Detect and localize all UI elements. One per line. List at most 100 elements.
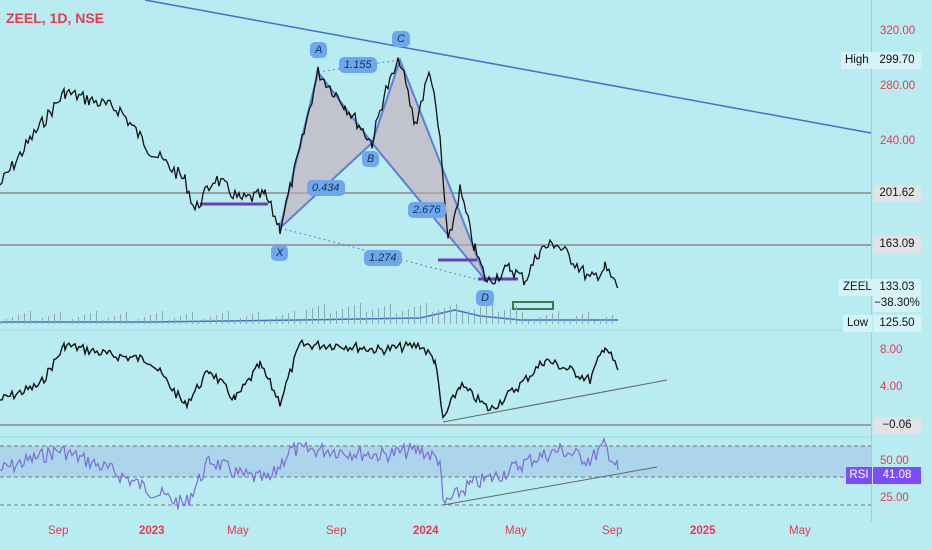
volume-bar	[420, 305, 421, 324]
volume-bar	[138, 319, 139, 324]
volume-bar	[348, 307, 349, 324]
volume-bar	[240, 318, 241, 324]
volume-bar	[234, 320, 235, 324]
volume-bar	[114, 316, 115, 324]
volume-bar	[192, 312, 193, 324]
target-box	[512, 301, 554, 310]
volume-bar	[318, 306, 319, 324]
low-value: 125.50	[873, 315, 921, 332]
volume-bar	[222, 313, 223, 324]
point-d: D	[476, 290, 494, 306]
volume-bar	[336, 311, 337, 324]
volume-bar	[186, 314, 187, 324]
volume-bar	[540, 317, 541, 324]
time-tick-sep-23: Sep	[326, 525, 347, 537]
volume-bar	[126, 312, 127, 324]
volume-bar	[162, 311, 163, 324]
volume-bar	[294, 311, 295, 324]
volume-bar	[18, 315, 19, 324]
volume-bar	[102, 320, 103, 324]
indicator-badge: −0.06	[873, 417, 921, 434]
ratio-xd: 1.274	[364, 250, 402, 266]
low-label: Low	[843, 315, 873, 332]
volume-bar	[498, 312, 499, 324]
volume-bar	[516, 306, 517, 324]
volume-bar	[612, 315, 613, 324]
rsi-value: 41.08	[873, 467, 921, 484]
price-tick-280: 280.00	[880, 80, 916, 92]
ratio-ac: 1.155	[339, 57, 377, 73]
time-tick-may-24: May	[505, 525, 527, 537]
volume-bar	[30, 311, 31, 324]
volume-bar	[306, 310, 307, 324]
volume-bar	[6, 319, 7, 324]
volume-bar	[522, 312, 523, 324]
point-b: B	[362, 151, 380, 167]
volume-bar	[594, 321, 595, 324]
volume-bar	[174, 318, 175, 324]
volume-bar	[510, 308, 511, 324]
level-badge-163: 163.09	[873, 236, 921, 253]
volume-bar	[288, 313, 289, 324]
volume-bar	[216, 315, 217, 324]
volume-bar	[312, 308, 313, 324]
volume-bar	[456, 304, 457, 324]
volume-bar	[588, 312, 589, 324]
time-tick-2024: 2024	[413, 525, 439, 537]
volume-bar	[228, 311, 229, 324]
volume-bar	[438, 310, 439, 324]
volume-bar	[528, 321, 529, 324]
volume-bar	[150, 315, 151, 324]
volume-bar	[372, 310, 373, 324]
last-price: 133.03	[873, 279, 921, 296]
volume-bar	[432, 312, 433, 324]
point-x: X	[271, 245, 289, 261]
volume-bar	[108, 318, 109, 324]
time-tick-sep-22: Sep	[48, 525, 69, 537]
volume-bar	[282, 315, 283, 324]
volume-bar	[564, 320, 565, 324]
indicator-tick-8: 8.00	[880, 344, 903, 356]
volume-bar	[246, 316, 247, 324]
volume-bar	[84, 315, 85, 324]
volume-bar	[582, 314, 583, 324]
volume-bar	[144, 317, 145, 324]
volume-bar	[198, 321, 199, 324]
rsi-tick-50: 50.00	[880, 455, 909, 467]
price-axis[interactable]	[871, 0, 932, 522]
volume-bar	[258, 312, 259, 324]
volume-bar	[534, 319, 535, 324]
volume-bar	[156, 313, 157, 324]
volume-bar	[444, 308, 445, 324]
volume-bar	[354, 305, 355, 324]
time-tick-may-25: May	[789, 525, 811, 537]
volume-bar	[276, 317, 277, 324]
volume-bar	[66, 321, 67, 324]
price-series	[0, 57, 619, 289]
volume-bar	[552, 313, 553, 324]
volume-bar	[120, 314, 121, 324]
volume-bar	[210, 317, 211, 324]
volume-bar	[462, 313, 463, 324]
volume-bar	[12, 317, 13, 324]
volume-bar	[42, 318, 43, 324]
volume-bar	[36, 320, 37, 324]
volume-bar	[546, 315, 547, 324]
volume-bar	[450, 306, 451, 324]
volume-bar	[60, 312, 61, 324]
volume-bar	[600, 319, 601, 324]
volume-bar	[402, 311, 403, 324]
volume-bar	[408, 309, 409, 324]
time-tick-sep-24: Sep	[602, 525, 623, 537]
rsi-tick-25: 25.00	[880, 492, 909, 504]
volume-bar	[390, 304, 391, 324]
indicator-tick-4: 4.00	[880, 381, 903, 393]
volume-bar	[492, 303, 493, 324]
volume-bar	[474, 309, 475, 324]
ratio-bd: 2.676	[408, 202, 446, 218]
high-label: High	[841, 52, 873, 69]
volume-bar	[54, 314, 55, 324]
volume-bar	[414, 307, 415, 324]
price-tick-320: 320.00	[880, 25, 916, 37]
